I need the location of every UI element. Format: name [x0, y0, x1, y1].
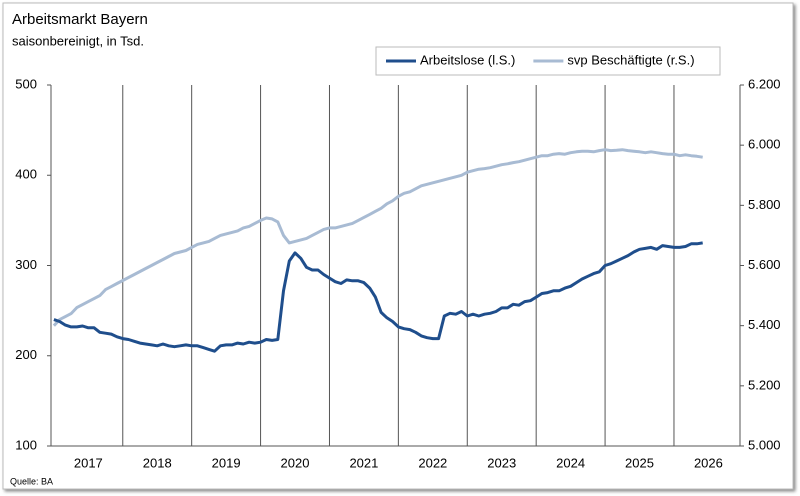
legend-label: svp Beschäftigte (r.S.)	[567, 52, 694, 67]
y2-tick-label: 5.600	[748, 257, 781, 272]
y-tick-label: 300	[15, 257, 37, 272]
y2-tick-label: 5.800	[748, 197, 781, 212]
legend-label: Arbeitslose (l.S.)	[420, 52, 515, 67]
x-tick-label: 2022	[418, 455, 447, 470]
x-tick-label: 2018	[143, 455, 172, 470]
y2-tick-label: 6.000	[748, 137, 781, 152]
x-tick-label: 2019	[212, 455, 241, 470]
series-line	[53, 241, 703, 353]
y2-tick-label: 6.200	[748, 76, 781, 91]
chart-subtitle: saisonbereinigt, in Tsd.	[12, 33, 144, 48]
x-tick-label: 2026	[694, 455, 723, 470]
y-tick-label: 500	[15, 76, 37, 91]
y2-tick-label: 5.200	[748, 377, 781, 392]
series-line	[52, 148, 703, 327]
chart-title: Arbeitsmarkt Bayern	[12, 11, 148, 28]
legend	[375, 46, 721, 76]
y-tick-label: 400	[15, 167, 37, 182]
x-tick-label: 2017	[74, 455, 103, 470]
x-tick-label: 2020	[281, 455, 310, 470]
x-tick-label: 2021	[349, 455, 378, 470]
source: Quelle: BA	[10, 476, 53, 486]
x-tick-label: 2025	[625, 455, 654, 470]
y-tick-label: 100	[15, 437, 37, 452]
y-tick-label: 200	[15, 347, 37, 362]
x-tick-label: 2023	[487, 455, 516, 470]
y2-tick-label: 5.400	[748, 317, 781, 332]
x-tick-label: 2024	[556, 455, 585, 470]
y2-tick-label: 5.000	[748, 437, 781, 452]
